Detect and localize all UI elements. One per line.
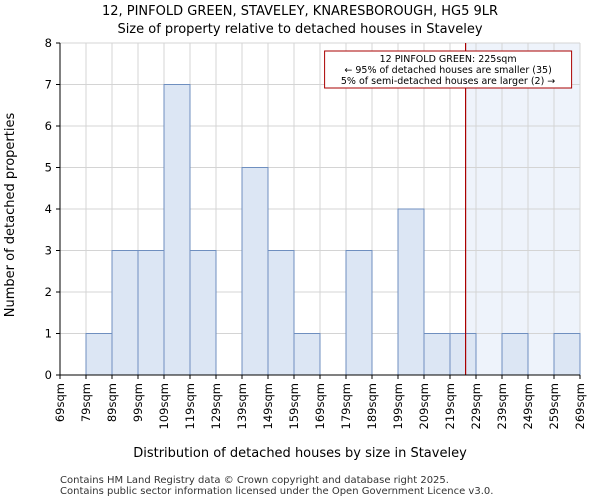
x-tick-label: 229sqm [469, 383, 483, 429]
x-tick-label: 69sqm [53, 383, 67, 422]
x-tick-label: 129sqm [209, 383, 223, 429]
y-tick-label: 7 [45, 78, 52, 92]
y-tick-label: 4 [45, 202, 52, 216]
chart-subtitle: Size of property relative to detached ho… [117, 22, 482, 37]
y-tick-label: 2 [45, 285, 52, 299]
y-tick-label: 8 [45, 36, 52, 50]
x-tick-label: 259sqm [547, 383, 561, 429]
histogram-bar [397, 208, 425, 376]
x-tick-label: 269sqm [573, 383, 587, 429]
y-tick-label: 1 [45, 327, 52, 341]
chart-title: 12, PINFOLD GREEN, STAVELEY, KNARESBOROU… [102, 4, 498, 19]
x-tick-label: 139sqm [235, 383, 249, 429]
x-tick-label: 199sqm [391, 383, 405, 429]
footer-line-1: Contains HM Land Registry data © Crown c… [60, 475, 449, 486]
histogram-bar [189, 250, 217, 376]
y-tick-label: 5 [45, 161, 52, 175]
x-tick-label: 179sqm [339, 383, 353, 429]
histogram-bar [163, 84, 191, 376]
histogram-bar [293, 333, 321, 376]
histogram-bar [423, 333, 451, 376]
x-tick-label: 189sqm [365, 383, 379, 429]
x-tick-label: 149sqm [261, 383, 275, 429]
histogram-bar [553, 333, 581, 376]
x-tick-label: 249sqm [521, 383, 535, 429]
y-tick-label: 0 [45, 368, 52, 382]
x-tick-label: 219sqm [443, 383, 457, 429]
x-tick-label: 99sqm [131, 383, 145, 422]
x-tick-label: 119sqm [183, 383, 197, 429]
y-axis-label: Number of detached properties [3, 113, 18, 318]
y-tick-label: 3 [45, 244, 52, 258]
histogram-bar [137, 250, 165, 376]
x-tick-label: 79sqm [79, 383, 93, 422]
histogram-bar [241, 167, 269, 376]
x-tick-label: 159sqm [287, 383, 301, 429]
histogram-bar [449, 333, 477, 376]
annotation-line: ← 95% of detached houses are smaller (35… [344, 65, 551, 76]
x-axis-label: Distribution of detached houses by size … [133, 446, 467, 461]
annotation-line: 5% of semi-detached houses are larger (2… [341, 76, 555, 87]
annotation-line: 12 PINFOLD GREEN: 225sqm [380, 54, 517, 65]
y-tick-label: 6 [45, 119, 52, 133]
x-tick-label: 169sqm [313, 383, 327, 429]
annotation-box [324, 50, 573, 89]
histogram-bar [345, 250, 373, 376]
histogram-bar [501, 333, 529, 376]
histogram-bar [85, 333, 113, 376]
x-tick-label: 239sqm [495, 383, 509, 429]
histogram-bar [267, 250, 295, 376]
x-tick-label: 209sqm [417, 383, 431, 429]
histogram-bar [111, 250, 139, 376]
footer-line-2: Contains public sector information licen… [60, 486, 493, 497]
x-tick-label: 109sqm [157, 383, 171, 429]
x-tick-label: 89sqm [105, 383, 119, 422]
